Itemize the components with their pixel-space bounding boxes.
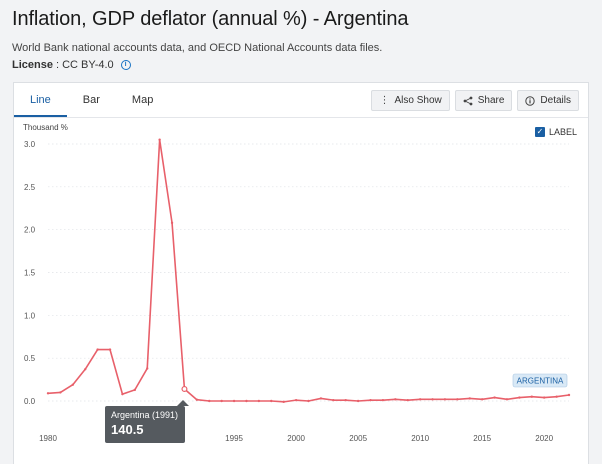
- data-point[interactable]: [158, 138, 161, 141]
- license-row: License : CC BY-4.0 i: [12, 59, 131, 71]
- data-point[interactable]: [443, 398, 447, 401]
- label-toggle[interactable]: ✓ LABEL: [534, 127, 577, 137]
- data-point[interactable]: [108, 348, 112, 351]
- data-point[interactable]: [406, 398, 409, 402]
- data-point[interactable]: [307, 399, 310, 403]
- data-point[interactable]: [257, 399, 261, 403]
- x-tick-label: 2000: [287, 434, 305, 443]
- x-tick-label: 2020: [535, 434, 553, 443]
- license-label: License: [12, 59, 53, 71]
- data-point[interactable]: [294, 398, 298, 402]
- y-tick-label: 0.0: [24, 397, 36, 406]
- data-point[interactable]: [146, 367, 149, 370]
- data-point[interactable]: [431, 398, 434, 401]
- tab-divider: [14, 117, 588, 118]
- details-label: Details: [540, 95, 571, 106]
- y-tick-label: 0.5: [24, 354, 36, 363]
- tooltip-name: Argentina (1991): [111, 410, 179, 420]
- page-title: Inflation, GDP deflator (annual %) - Arg…: [12, 8, 409, 30]
- data-point[interactable]: [542, 396, 546, 399]
- data-point[interactable]: [356, 399, 360, 403]
- checkbox-checked-icon[interactable]: ✓: [534, 127, 545, 137]
- data-point[interactable]: [96, 348, 99, 351]
- data-point[interactable]: [84, 368, 87, 371]
- data-point[interactable]: [369, 398, 372, 402]
- data-point[interactable]: [530, 395, 533, 398]
- data-point[interactable]: [555, 395, 558, 398]
- data-point[interactable]: [270, 399, 273, 403]
- info-icon[interactable]: i: [120, 60, 131, 70]
- share-button[interactable]: Share: [454, 90, 513, 111]
- series-line-argentina: [47, 138, 570, 403]
- data-point[interactable]: [480, 398, 484, 401]
- source-text: World Bank national accounts data, and O…: [12, 42, 383, 54]
- x-tick-label: 2015: [473, 434, 491, 443]
- data-point[interactable]: [232, 399, 236, 403]
- also-show-button[interactable]: ⋮ Also Show: [371, 90, 450, 111]
- chart-card: Line Bar Map ⋮ Also Show Share Details T…: [13, 82, 589, 464]
- y-tick-label: 2.5: [24, 183, 36, 192]
- y-tick-label: 1.5: [24, 269, 36, 278]
- data-point[interactable]: [195, 398, 199, 401]
- also-show-label: Also Show: [394, 95, 442, 106]
- license-value: : CC BY-4.0: [55, 59, 114, 71]
- data-point[interactable]: [344, 398, 347, 402]
- data-point[interactable]: [567, 393, 571, 397]
- chart-toolbar: ⋮ Also Show Share Details: [371, 90, 579, 111]
- vertical-dots-icon: ⋮: [379, 95, 390, 106]
- data-point[interactable]: [46, 392, 50, 395]
- data-point[interactable]: [121, 392, 124, 396]
- data-point[interactable]: [468, 397, 471, 400]
- data-point[interactable]: [505, 398, 509, 401]
- data-point[interactable]: [319, 397, 323, 400]
- data-point[interactable]: [518, 396, 521, 399]
- line-chart: 0.0 0.5 1.0 1.5 2.0 2.5 3.0 1980 1995 2000 2005 201…: [24, 138, 571, 443]
- data-point[interactable]: [220, 399, 223, 403]
- series-label-box: [512, 373, 568, 388]
- data-point[interactable]: [418, 398, 422, 401]
- info-circle-icon: [525, 95, 536, 106]
- label-toggle-text: LABEL: [548, 127, 577, 137]
- tooltip-value: 140.5: [111, 422, 144, 437]
- details-button[interactable]: Details: [517, 90, 579, 111]
- data-point[interactable]: [181, 385, 188, 392]
- data-point[interactable]: [133, 388, 137, 392]
- data-point[interactable]: [170, 221, 174, 225]
- y-tick-label: 2.0: [24, 226, 36, 235]
- y-tick-label: 3.0: [24, 140, 36, 149]
- data-point[interactable]: [381, 398, 385, 402]
- data-point[interactable]: [59, 391, 62, 394]
- data-point[interactable]: [332, 398, 335, 402]
- y-tick-label: 1.0: [24, 311, 36, 320]
- y-axis-label: Thousand %: [23, 123, 68, 132]
- x-tick-label: 2010: [411, 434, 429, 443]
- share-label: Share: [477, 95, 505, 106]
- data-point[interactable]: [394, 398, 397, 401]
- x-tick-label: 1995: [225, 434, 243, 443]
- tooltip: Argentina (1991) 140.5: [105, 400, 189, 443]
- x-tick-label: 2005: [349, 434, 367, 443]
- data-point[interactable]: [456, 398, 459, 401]
- data-point[interactable]: [493, 396, 496, 399]
- data-point[interactable]: [282, 400, 285, 404]
- tab-bar[interactable]: Bar: [82, 94, 100, 106]
- chart-tabs: Line Bar Map: [14, 83, 169, 117]
- data-point[interactable]: [71, 383, 75, 386]
- tab-map[interactable]: Map: [131, 94, 154, 106]
- series-label: ARGENTINA: [517, 377, 564, 386]
- data-point[interactable]: [245, 399, 248, 403]
- tab-line[interactable]: Line: [14, 83, 67, 117]
- x-tick-label: 1980: [39, 434, 57, 443]
- data-point[interactable]: [208, 399, 211, 403]
- share-icon: [463, 96, 473, 105]
